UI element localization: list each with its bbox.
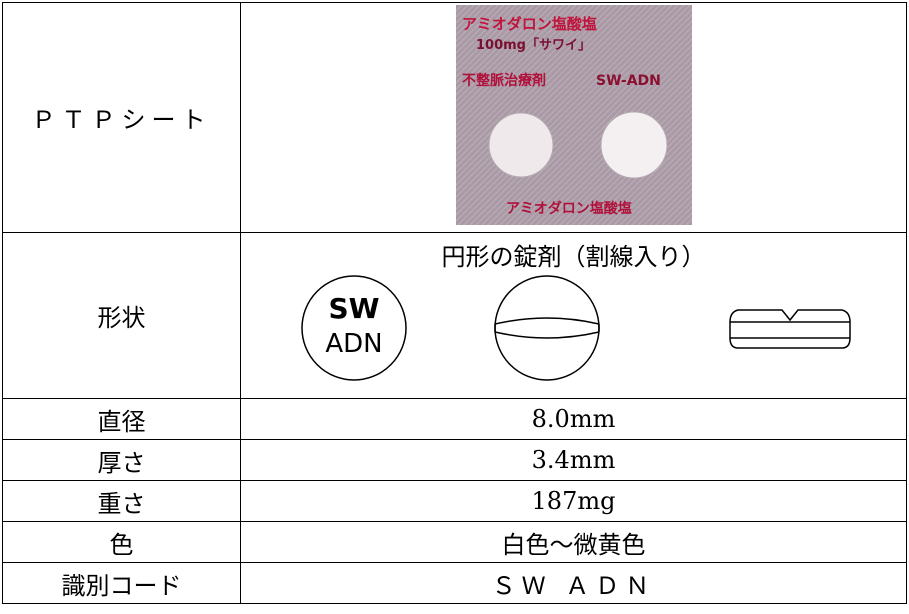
- sheet-texture: [455, 4, 692, 225]
- row: 厚さ 3.4mm: [2, 439, 907, 481]
- row-label: 形状: [2, 232, 241, 399]
- tablet-drawings: SW ADN: [300, 275, 851, 381]
- row-value: 8.0mm: [240, 398, 907, 440]
- tablet: [488, 112, 553, 177]
- tablet-bottom: [493, 275, 600, 381]
- tablet-side: [728, 309, 851, 349]
- row-label: 厚さ: [2, 439, 241, 481]
- shape-text: 円形の錠剤（割線入り）: [441, 243, 706, 271]
- photo-text: アミオダロン塩酸塩: [506, 200, 632, 217]
- row: ＰＴＰシート アミオダロン塩酸塩 100mg「サワイ」 不整脈治療剤 SW-AD…: [2, 2, 907, 233]
- shape-cell: 円形の錠剤（割線入り） SW ADN: [240, 232, 907, 399]
- row: 色白色～微黄色: [2, 521, 907, 563]
- row-label: 色: [2, 521, 241, 563]
- row-label: 直径: [2, 398, 241, 440]
- tablet: [600, 111, 667, 178]
- row-value: 187mg: [240, 480, 907, 522]
- row-value: 白色～微黄色: [240, 521, 907, 563]
- row: 重さ 187mg: [2, 480, 907, 522]
- row: 直径 8.0mm: [2, 398, 907, 440]
- ptp-photo: アミオダロン塩酸塩 100mg「サワイ」 不整脈治療剤 SW-ADN アミオダロ…: [455, 4, 692, 225]
- row-value: 3.4mm: [240, 439, 907, 481]
- photo-cell: アミオダロン塩酸塩 100mg「サワイ」 不整脈治療剤 SW-ADN アミオダロ…: [240, 2, 907, 233]
- row-label: ＰＴＰシート: [2, 2, 241, 233]
- row-value: ＳＷ ＡＤＮ: [240, 562, 907, 604]
- photo-text: 不整脈治療剤: [462, 72, 546, 89]
- row: 形状 円形の錠剤（割線入り） SW ADN: [2, 232, 907, 399]
- spec-table: ＰＴＰシート アミオダロン塩酸塩 100mg「サワイ」 不整脈治療剤 SW-AD…: [2, 2, 907, 604]
- row: 識別コード ＳＷ ＡＤＮ: [2, 562, 907, 604]
- row-label: 識別コード: [2, 562, 241, 604]
- score-line: [493, 317, 600, 339]
- imprint: SW: [328, 292, 379, 325]
- photo-text: アミオダロン塩酸塩: [462, 15, 597, 33]
- tablet-top: [300, 275, 407, 381]
- imprint: ADN: [325, 329, 382, 359]
- photo-text: SW-ADN: [596, 73, 661, 89]
- row-label: 重さ: [2, 480, 241, 522]
- photo-text: 100mg「サワイ」: [476, 37, 591, 53]
